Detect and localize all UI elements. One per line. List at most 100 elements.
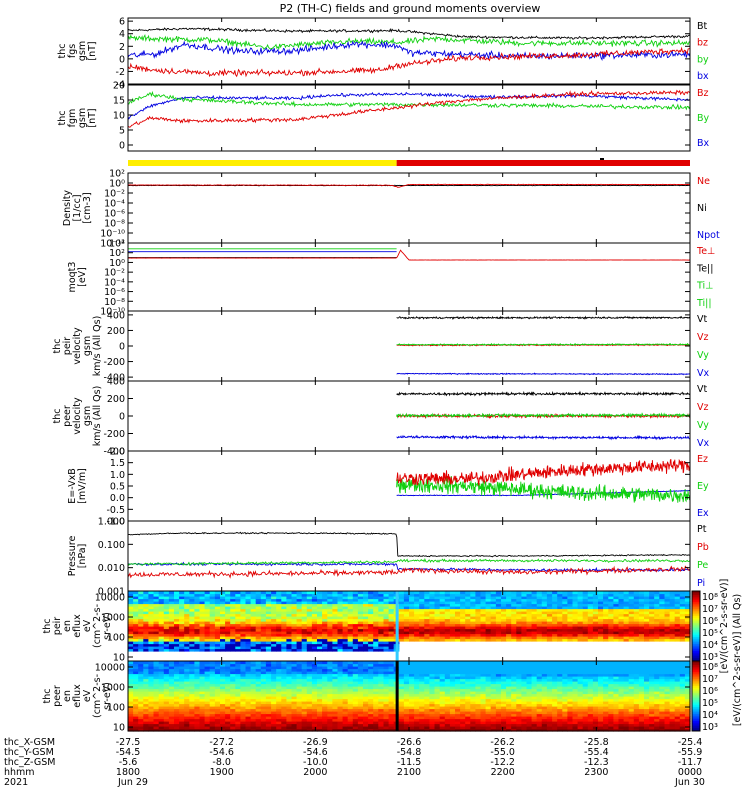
colorbar-tick: 10⁵ <box>702 698 718 709</box>
ylabel-line: sr-eV) <box>102 612 113 640</box>
legend-temp-3: Ti|| <box>696 298 712 309</box>
colorbar-tick: 10⁴ <box>702 640 718 651</box>
ytick-label: 200 <box>107 394 125 405</box>
ytick-label: 10 <box>113 723 125 734</box>
xaxis-tick-label: 2100 <box>397 767 421 778</box>
legend-pressure-2: Pe <box>697 560 708 571</box>
legend-temp-1: Te|| <box>696 263 713 274</box>
legend-density-0: Ne <box>697 176 710 187</box>
ylabel-line: [nPa] <box>77 544 88 569</box>
colorbar-tick: 10⁴ <box>702 710 718 721</box>
xaxis-tick-label: -5.6 <box>119 757 138 768</box>
xaxis-tick-label: 2300 <box>584 767 608 778</box>
xaxis-tick-label: -54.8 <box>397 747 422 758</box>
ytick-label: 4 <box>119 29 125 40</box>
ytick-label: 0.5 <box>110 482 125 493</box>
xaxis-tick-label: -54.5 <box>116 747 141 758</box>
ylabel-line: thc <box>52 339 63 354</box>
ytick-label: 10² <box>109 248 125 259</box>
mode-bar-mark <box>600 158 604 160</box>
series-fgs-by <box>127 34 691 51</box>
xaxis-row-label: thc_Z-GSM <box>4 757 55 768</box>
ytick-label: 1.000 <box>98 517 125 528</box>
ytick-label: 1.5 <box>110 458 125 469</box>
ytick-label: 10⁻⁸ <box>104 297 125 308</box>
xaxis-tick-label: -54.6 <box>209 747 234 758</box>
legend-density-2: Npot <box>697 230 720 241</box>
ytick-label: 10⁻⁴ <box>104 277 125 288</box>
ytick-label: -1.0 <box>106 517 125 528</box>
ylabel-line: thc <box>42 689 53 704</box>
xaxis-tick-label: -55.0 <box>490 747 515 758</box>
ylabel-line: thc <box>57 111 68 126</box>
ytick-label: 10000 <box>95 593 125 604</box>
ylabel-line: (cm^2-s- <box>92 604 103 648</box>
spectrogram-gap-peir_en <box>395 591 399 661</box>
legend-peer_v-1: Vz <box>697 402 709 413</box>
series-fgs-bx <box>127 40 691 61</box>
legend-temp-2: Ti⊥ <box>696 281 713 292</box>
mode-bar-fast <box>396 160 690 166</box>
ytick-label: 5 <box>119 126 125 137</box>
ytick-label: 0.001 <box>98 587 125 598</box>
xaxis-tick-label: 2200 <box>491 767 515 778</box>
ytick-label: 0.100 <box>98 540 125 551</box>
ylabel-line: moqt3 <box>67 262 78 293</box>
series-peir_v-Vx <box>396 372 690 376</box>
ylabel-line: gsm <box>77 108 88 128</box>
legend-peir_v-2: Vy <box>697 350 709 361</box>
ytick-label: 20 <box>113 81 125 92</box>
ytick-label: 1.0 <box>110 470 125 481</box>
ylabel-peer_en: thcpeerenefluxeV(cm^2-s-sr-eV) <box>42 674 113 718</box>
chart-title: P2 (TH-C) fields and ground moments over… <box>280 2 541 15</box>
ytick-label: 2 <box>119 42 125 53</box>
xaxis-row-label: thc_Y-GSM <box>4 747 54 758</box>
xaxis-tick-label: -25.4 <box>678 737 703 748</box>
ytick-label: 10⁻⁸ <box>104 219 125 230</box>
ytick-label: -400 <box>103 447 125 458</box>
ylabel-line: eV <box>82 689 93 702</box>
ytick-label: 10⁻² <box>104 189 125 200</box>
series-efield-Ez <box>396 458 691 486</box>
ylabel-line: thc <box>52 409 63 424</box>
colorbar-tick: 10³ <box>702 722 718 733</box>
ylabel-line: Density <box>62 190 73 226</box>
series-pressure-Pb <box>127 565 691 579</box>
legend-fgs-1: bz <box>697 38 708 49</box>
panel-peer_v: -400 -200 0 200 400 thcpeervelocitygsmkm/s (A… <box>52 377 709 458</box>
ytick-label: 6 <box>119 17 125 28</box>
colorbar-tick: 10⁶ <box>702 686 718 697</box>
ytick-label: 10⁰ <box>109 258 125 269</box>
ylabel-line: thc <box>42 619 53 634</box>
ylabel-line: peir <box>62 337 73 356</box>
xaxis-row-label: thc_X-GSM <box>4 737 55 748</box>
ytick-label: 10⁻⁴ <box>104 199 125 210</box>
ylabel-fgs: thcfgsgsm[nT] <box>57 41 98 61</box>
legend-fgs-2: by <box>697 54 709 65</box>
ylabel-line: gsm <box>77 41 88 61</box>
ytick-label: 100 <box>107 633 125 644</box>
xaxis-tick-label: -27.5 <box>116 737 141 748</box>
mode-bar-slow <box>128 160 397 166</box>
ylabel-line: E=-VxB <box>67 468 78 503</box>
colorbar-tick: 10³ <box>702 652 718 663</box>
ylabel-line: [mV/m] <box>77 468 88 504</box>
legend-pressure-0: Pt <box>697 524 707 535</box>
ytick-label: 0 <box>119 54 125 65</box>
ytick-label: 200 <box>107 326 125 337</box>
series-peir_v-Vy <box>396 342 691 347</box>
ytick-label: 10⁰ <box>109 179 125 190</box>
ylabel-density: Density[1/cc][cm-3] <box>62 190 93 226</box>
ytick-label: 10 <box>113 653 125 664</box>
ytick-label: 2.0 <box>110 447 125 458</box>
panel-density: 10²10⁰10⁻²10⁻⁴10⁻⁶10⁻⁸10⁻¹⁰10⁻¹²Density[… <box>62 169 720 250</box>
legend-peir_v-3: Vx <box>697 368 709 379</box>
legend-efield-2: Ex <box>697 508 709 519</box>
ytick-label: 1000 <box>101 613 125 624</box>
ylabel-line: [cm-3] <box>82 192 93 223</box>
ylabel-line: peir <box>52 617 63 636</box>
ylabel-efield: E=-VxB[mV/m] <box>67 468 88 504</box>
ytick-label: 0 <box>119 141 125 152</box>
legend-peer_v-3: Vx <box>697 438 709 449</box>
